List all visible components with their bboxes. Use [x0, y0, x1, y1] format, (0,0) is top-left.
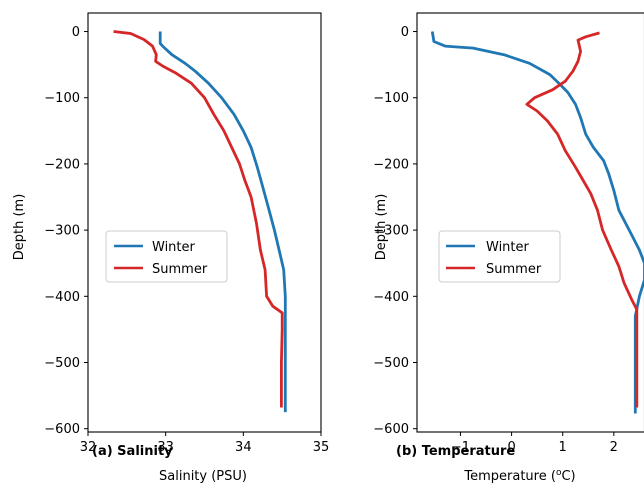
y-tick-label: −600 [373, 422, 409, 437]
x-tick-label: 32 [80, 440, 97, 455]
y-tick-label: −600 [44, 422, 80, 437]
x-tick-label: −1 [451, 440, 470, 455]
y-tick-label: −400 [44, 290, 80, 305]
x-axis-label: Temperature (oC) [463, 468, 575, 484]
legend: Winter Summer [105, 230, 228, 283]
x-axis-label: Salinity (PSU) [159, 469, 247, 484]
y-tick-label: −200 [44, 157, 80, 172]
legend-label-winter: Winter [152, 240, 196, 255]
y-tick-label: −100 [44, 91, 80, 106]
x-tick-label: 34 [235, 440, 252, 455]
x-tick-label: 35 [313, 440, 330, 455]
axes-frame [87, 12, 322, 433]
y-axis-label: Depth (m) [12, 194, 27, 261]
y-tick-label: 0 [401, 25, 409, 40]
salinity-panel: (a) Salinity Salinity (PSU) Depth (m) Wi… [12, 12, 330, 484]
y-tick-label: −200 [373, 157, 409, 172]
y-tick-label: 0 [72, 25, 80, 40]
panel-label: (b) Temperature [396, 444, 515, 459]
y-tick-label: −300 [373, 224, 409, 239]
series-line-winter [158, 31, 287, 413]
x-tick-label: 0 [507, 440, 515, 455]
y-axis-label: Depth (m) [374, 194, 389, 261]
series-line-summer [525, 31, 639, 408]
y-tick-label: −500 [44, 356, 80, 371]
legend-label-winter: Winter [486, 240, 530, 255]
y-tick-label: −100 [373, 91, 409, 106]
series-line-summer [113, 30, 284, 408]
y-tick-label: −300 [44, 224, 80, 239]
legend-label-summer: Summer [152, 262, 208, 277]
y-tick-label: −500 [373, 356, 409, 371]
legend-label-summer: Summer [486, 262, 542, 277]
y-tick-label: −400 [373, 290, 409, 305]
series-line-winter [430, 31, 644, 414]
x-tick-label: 33 [157, 440, 174, 455]
x-tick-label: 1 [559, 440, 567, 455]
axes-frame [416, 12, 644, 433]
legend: Winter Summer [438, 230, 561, 283]
panel-label: (a) Salinity [92, 444, 173, 459]
temperature-panel: (b) Temperature Temperature (oC) Depth (… [373, 12, 644, 484]
x-tick-label: 2 [610, 440, 618, 455]
